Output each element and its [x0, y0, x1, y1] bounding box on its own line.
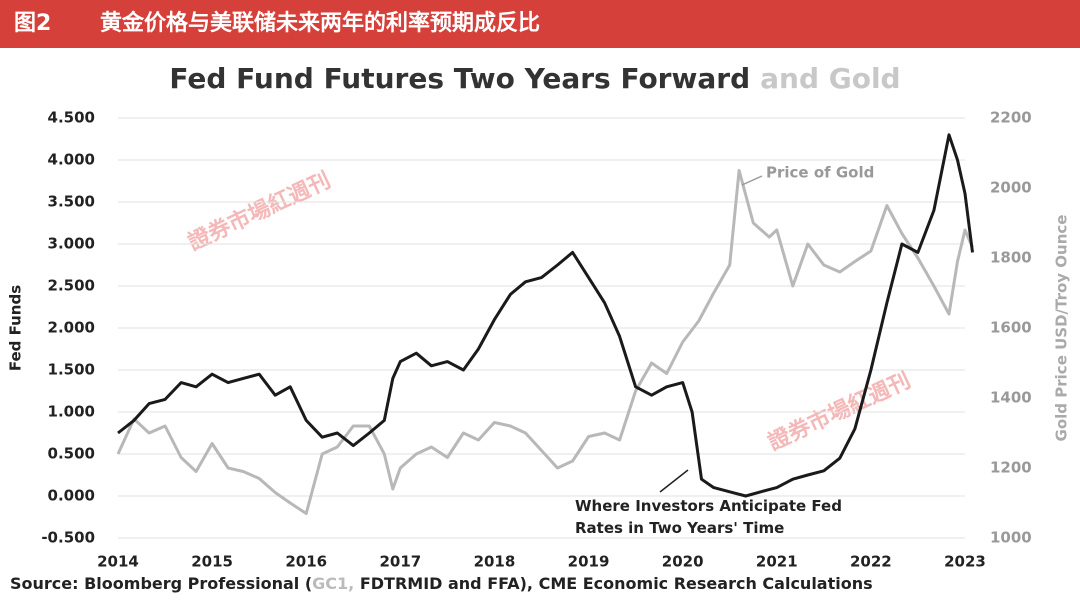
- y2-axis-label: Gold Price USD/Troy Ounce: [1053, 215, 1071, 442]
- header-title: 黄金价格与美联储未来两年的利率预期成反比: [100, 10, 540, 36]
- figure-number: 图2: [14, 11, 51, 36]
- y-tick-label: 0.500: [48, 445, 95, 463]
- y2-tick-label: 2200: [990, 109, 1032, 127]
- y-tick-label: 4.000: [48, 151, 95, 169]
- plot-area: -0.500 0.000 0.500 1.000 1.500 2.000 2.500 3.00…: [41, 109, 1031, 571]
- source-part: GC1,: [312, 574, 354, 593]
- annotation: Where Investors Anticipate Fed Rates in T…: [575, 497, 842, 537]
- y-tick-label: 1.500: [48, 361, 95, 379]
- x-tick-label: 2014: [97, 553, 139, 571]
- x-tick-label: 2020: [662, 553, 704, 571]
- y2-tick-label: 2000: [990, 179, 1032, 197]
- y-tick-label: 0.000: [48, 487, 95, 505]
- annotation: Price of Gold: [766, 164, 874, 182]
- y-tick-label: 1.000: [48, 403, 95, 421]
- x-tick-label: 2023: [944, 553, 986, 571]
- y-tick-label: 3.500: [48, 193, 95, 211]
- y2-tick-label: 1600: [990, 319, 1032, 337]
- y2-tick-label: 1200: [990, 459, 1032, 477]
- title-main: Fed Fund Futures Two Years Forward: [169, 62, 750, 95]
- annotations: Price of Gold Where Investors Anticipate …: [575, 164, 874, 537]
- y2-tick-label: 1800: [990, 249, 1032, 267]
- header-bar: [0, 0, 1080, 48]
- x-tick-label: 2017: [379, 553, 421, 571]
- y-tick-label: 2.500: [48, 277, 95, 295]
- y-tick-label: 2.000: [48, 319, 95, 337]
- x-tick-label: 2015: [191, 553, 233, 571]
- x-tick-label: 2019: [568, 553, 610, 571]
- series-line: [116, 169, 974, 515]
- source-part: FDTRMID and FFA), CME Economic Research …: [354, 574, 872, 593]
- x-tick-label: 2018: [474, 553, 516, 571]
- x-tick-label: 2016: [285, 553, 327, 571]
- y-tick-label: -0.500: [41, 529, 95, 547]
- y-tick-label: 4.500: [48, 109, 95, 127]
- x-tick-label: 2022: [850, 553, 892, 571]
- y2-tick-label: 1000: [990, 529, 1032, 547]
- watermark: 證券市場紅週刊: [184, 167, 335, 256]
- y-axis-label: Fed Funds: [7, 285, 25, 371]
- x-tick-label: 2021: [756, 553, 798, 571]
- source-part: Source: Bloomberg Professional (: [10, 574, 312, 593]
- chart-title: Fed Fund Futures Two Years Forward and Go…: [169, 62, 900, 95]
- source-note: Source: Bloomberg Professional (GC1, FDT…: [10, 574, 873, 593]
- annotation-arrow: [741, 175, 763, 186]
- series-line: [117, 133, 974, 498]
- y2-tick-label: 1400: [990, 389, 1032, 407]
- y-tick-label: 3.000: [48, 235, 95, 253]
- annotation-arrow: [659, 469, 689, 493]
- title-suffix: and Gold: [760, 62, 900, 95]
